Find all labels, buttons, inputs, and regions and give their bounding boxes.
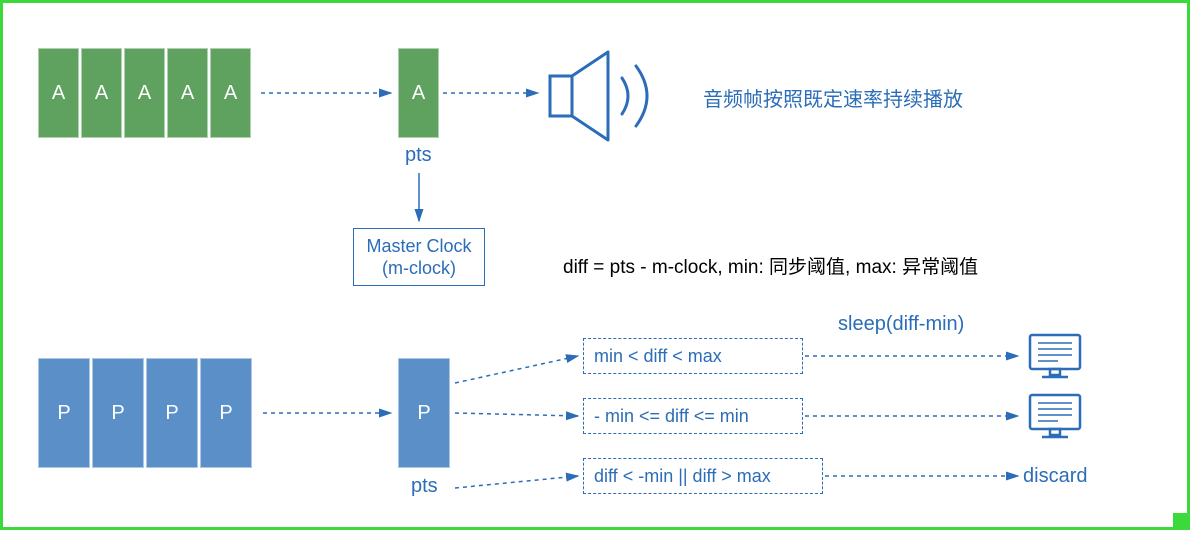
video-single-frame: P xyxy=(398,358,450,468)
audio-single-frame: A xyxy=(398,48,439,138)
audio-queue-frame: A xyxy=(124,48,165,138)
video-queue-frame: P xyxy=(200,358,252,468)
condition-1-text: min < diff < max xyxy=(594,346,722,367)
frame-label: A xyxy=(52,82,65,105)
condition-2-text: - min <= diff <= min xyxy=(594,406,749,427)
audio-caption: 音频帧按照既定速率持续播放 xyxy=(703,83,963,112)
diagram-canvas: A A A A A A pts 音频帧按照既定速率持续播放 Master Clo… xyxy=(0,0,1190,530)
arrow-v-to-c2 xyxy=(455,413,578,416)
audio-queue-frame: A xyxy=(210,48,251,138)
video-queue-frame: P xyxy=(38,358,90,468)
corner-square xyxy=(1173,513,1187,527)
audio-queue-frame: A xyxy=(81,48,122,138)
speaker-icon xyxy=(550,52,647,140)
arrow-v-to-c1 xyxy=(455,356,578,383)
monitor-icon xyxy=(1030,395,1080,437)
master-clock-box: Master Clock (m-clock) xyxy=(353,228,485,286)
video-queue-frame: P xyxy=(146,358,198,468)
frame-label: P xyxy=(417,402,430,425)
frame-label: A xyxy=(95,82,108,105)
video-pts-label: pts xyxy=(411,475,438,498)
audio-queue-frame: A xyxy=(167,48,208,138)
audio-pts-label: pts xyxy=(405,144,432,167)
monitor-icon xyxy=(1030,335,1080,377)
condition-1-box: min < diff < max xyxy=(583,338,803,374)
frame-label: A xyxy=(224,82,237,105)
diff-formula: diff = pts - m-clock, min: 同步阈值, max: 异常… xyxy=(563,252,978,279)
condition-3-box: diff < -min || diff > max xyxy=(583,458,823,494)
frame-label: P xyxy=(111,402,124,425)
frame-label: A xyxy=(138,82,151,105)
frame-label: P xyxy=(165,402,178,425)
condition-3-text: diff < -min || diff > max xyxy=(594,466,771,487)
discard-label: discard xyxy=(1023,465,1087,488)
audio-queue-frame: A xyxy=(38,48,79,138)
video-queue-frame: P xyxy=(92,358,144,468)
frame-label: A xyxy=(181,82,194,105)
condition-2-box: - min <= diff <= min xyxy=(583,398,803,434)
master-clock-line2: (m-clock) xyxy=(382,257,456,280)
frame-label: P xyxy=(57,402,70,425)
frame-label: P xyxy=(219,402,232,425)
frame-label: A xyxy=(412,82,425,105)
arrow-v-to-c3 xyxy=(455,476,578,488)
sleep-label: sleep(diff-min) xyxy=(838,313,964,336)
master-clock-line1: Master Clock xyxy=(366,235,471,258)
